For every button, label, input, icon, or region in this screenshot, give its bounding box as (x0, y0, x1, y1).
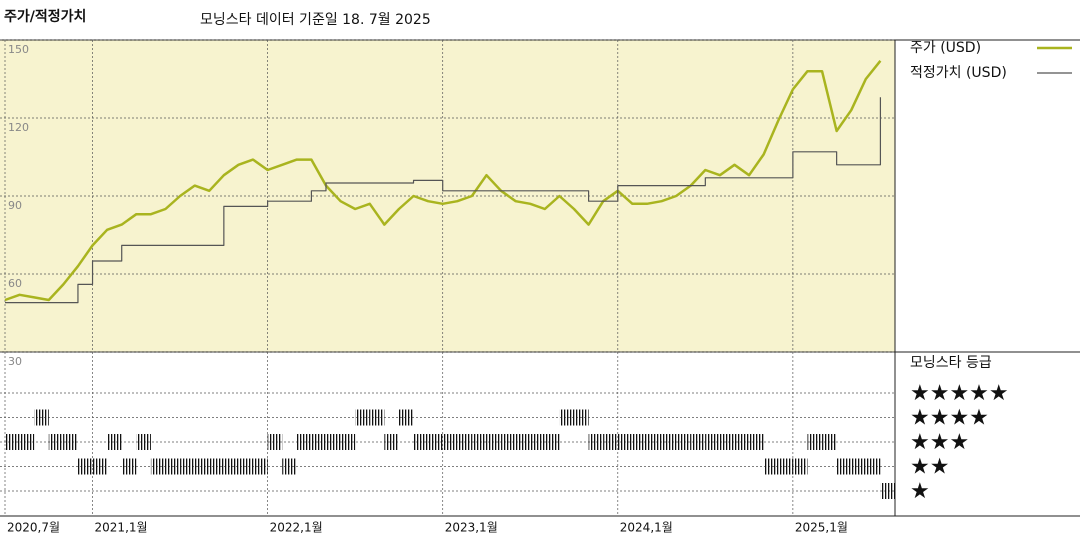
rating-mark (325, 434, 341, 450)
rating-mark (63, 434, 78, 450)
rating-mark (355, 409, 370, 426)
rating-mark (807, 434, 823, 450)
rating-mark (486, 434, 502, 450)
rating-mark (588, 434, 604, 450)
rating-mark (398, 409, 414, 426)
rating-mark (865, 458, 881, 475)
rating-mark (705, 434, 720, 450)
rating-mark (121, 458, 137, 475)
rating-mark (515, 434, 531, 450)
rating-mark (763, 458, 779, 475)
rating-mark (661, 434, 677, 450)
rating-mark (559, 409, 575, 426)
rating-mark (617, 434, 633, 450)
y-tick-label: 30 (8, 355, 22, 368)
rating-mark (107, 434, 122, 450)
x-tick-label: 2023,1월 (445, 521, 498, 535)
rating-mark (457, 434, 472, 450)
rating-mark (646, 434, 662, 450)
rating-mark (180, 458, 195, 475)
y-tick-label: 120 (8, 121, 29, 134)
rating-mark (530, 434, 545, 450)
x-tick-label: 2024,1월 (620, 521, 673, 535)
rating-mark (501, 434, 516, 450)
rating-mark (471, 434, 487, 450)
rating-mark (413, 434, 429, 450)
rating-mark (34, 409, 49, 426)
rating-mark (778, 458, 793, 475)
rating-mark (92, 458, 108, 475)
y-tick-label: 150 (8, 43, 29, 56)
rating-mark (544, 434, 560, 450)
y-tick-label: 60 (8, 277, 22, 290)
rating-mark (676, 434, 691, 450)
rating-label: ★★★★★ (910, 381, 1009, 406)
rating-mark (238, 458, 254, 475)
y-tick-label: 90 (8, 199, 22, 212)
rating-mark (5, 434, 20, 450)
legend-label: 주가 (USD) (910, 40, 981, 56)
rating-mark (822, 434, 837, 450)
rating-mark (311, 434, 326, 450)
rating-mark (734, 434, 750, 450)
x-tick-label: 2021,1월 (95, 521, 148, 535)
rating-mark (194, 458, 210, 475)
rating-mark (428, 434, 443, 450)
rating-mark (19, 434, 35, 450)
rating-mark (574, 409, 589, 426)
rating-mark (836, 458, 852, 475)
rating-mark (880, 483, 895, 499)
rating-mark (603, 434, 618, 450)
chart-title: 주가/적정가치 (4, 8, 86, 25)
series-line (5, 97, 882, 304)
rating-mark (369, 409, 385, 426)
rating-mark (150, 458, 166, 475)
legend-label: 적정가치 (USD) (910, 65, 1007, 81)
rating-mark (136, 434, 151, 450)
rating-mark (442, 434, 458, 450)
x-tick-label: 2025,1월 (795, 521, 848, 535)
rating-mark (267, 434, 283, 450)
rating-mark (749, 434, 764, 450)
x-tick-label: 2022,1월 (270, 521, 323, 535)
rating-mark (384, 434, 399, 450)
rating-label: ★ (910, 479, 930, 504)
rating-mark (792, 458, 808, 475)
rating-mark (296, 434, 312, 450)
rating-mark (209, 458, 224, 475)
rating-mark (48, 434, 64, 450)
rating-mark (282, 458, 297, 475)
rating-label: ★★★ (910, 430, 969, 455)
rating-title: 모닝스타 등급 (910, 355, 992, 371)
chart-subtitle: 모닝스타 데이터 기준일 18. 7월 2025 (200, 12, 431, 28)
rating-mark (719, 434, 735, 450)
rating-mark (223, 458, 239, 475)
rating-mark (851, 458, 866, 475)
rating-label: ★★ (910, 455, 949, 480)
rating-mark (77, 458, 93, 475)
rating-mark (165, 458, 181, 475)
series-line (4, 60, 882, 302)
rating-mark (632, 434, 647, 450)
rating-mark (340, 434, 356, 450)
rating-label: ★★★★ (910, 406, 989, 431)
rating-mark (253, 458, 268, 475)
rating-mark (690, 434, 706, 450)
x-tick-label: 2020,7월 (7, 521, 60, 535)
